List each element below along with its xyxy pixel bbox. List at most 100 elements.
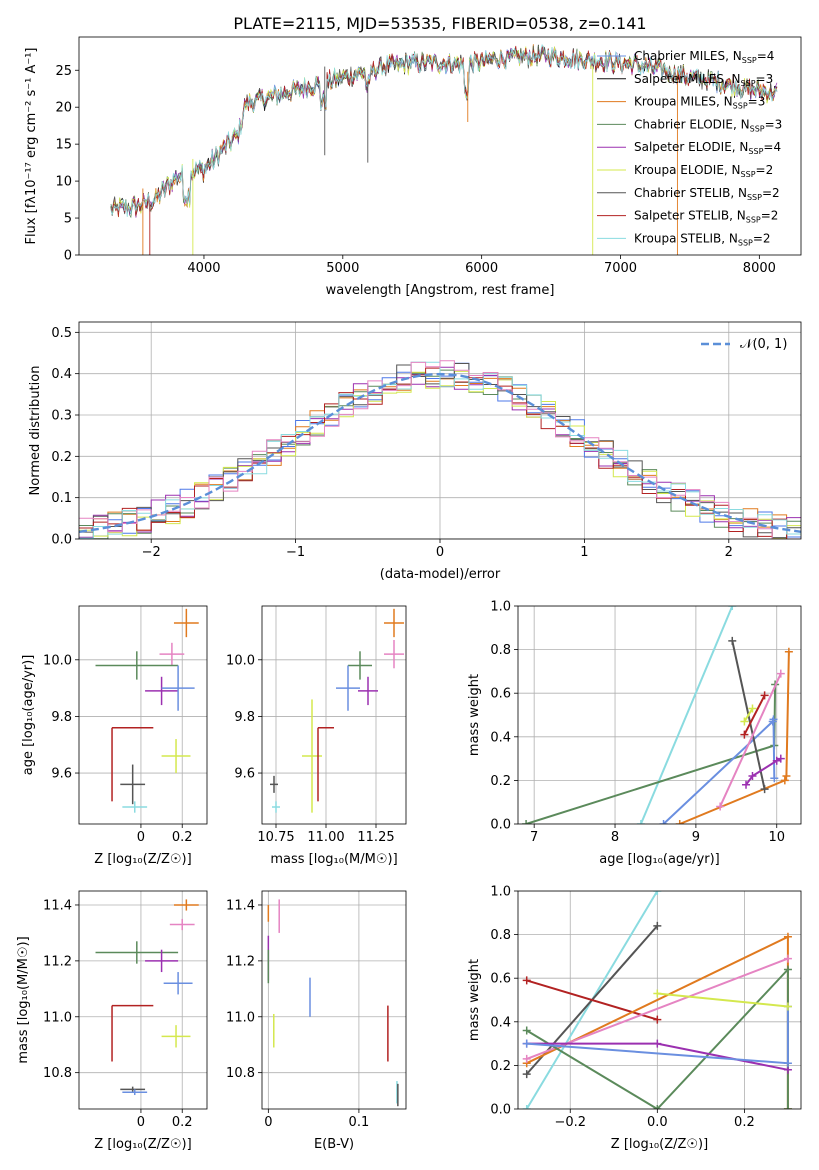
weight-marker [522, 976, 531, 985]
plot-area [110, 43, 778, 255]
weight-series [742, 754, 785, 789]
y-axis-label: age [log₁₀(age/yr)] [21, 655, 36, 776]
y-tick-label: 0.0 [490, 818, 511, 833]
weight-marker [772, 756, 781, 765]
x-tick-label: 10 [768, 830, 785, 845]
x-axis-label: Z [log₁₀(Z/Z☉)] [94, 852, 191, 867]
x-tick-label: 0.2 [172, 1115, 193, 1130]
y-tick-label: 9.8 [51, 710, 72, 725]
x-tick-label: 6000 [465, 261, 498, 276]
data-point [145, 949, 179, 973]
weight-marker [522, 1105, 531, 1109]
weight-series [522, 976, 662, 1024]
y-tick-label: 0.6 [490, 972, 511, 987]
weight-marker [783, 965, 792, 974]
weight-line [526, 957, 789, 1060]
data-point [122, 1089, 148, 1096]
weight-line [745, 757, 782, 786]
y-tick-label: 0.4 [490, 730, 511, 745]
x-tick-label: −1 [286, 545, 305, 560]
plot-area [518, 891, 801, 1109]
data-point [161, 1025, 191, 1048]
weight-line [679, 651, 790, 824]
y-tick-label: 0 [64, 249, 72, 264]
chart-mass-weight-vs-age: 7 8 9 10 0.0 0.2 0.4 0.6 0.8 1.0 age [log₁₀(age/yr… [467, 600, 802, 867]
plot-area [262, 891, 406, 1109]
y-tick-label: 0.0 [490, 1103, 511, 1118]
weight-marker [522, 1070, 531, 1079]
x-tick-label: 11.25 [357, 830, 394, 845]
x-tick-label: 4000 [187, 261, 220, 276]
spectrum-line [110, 45, 778, 216]
x-tick-label: 8000 [743, 261, 776, 276]
data-point [120, 764, 146, 805]
weight-marker [653, 1039, 662, 1048]
axes-frame [517, 605, 802, 825]
weight-series [653, 989, 792, 1011]
y-tick-label: 9.6 [234, 767, 255, 782]
weight-series [716, 669, 785, 811]
y-tick-label: 15 [55, 138, 72, 153]
y-axis-label: mass weight [467, 674, 482, 756]
weight-marker [740, 717, 749, 726]
y-tick-label: 11.2 [43, 954, 72, 969]
x-tick-label: 9 [692, 830, 700, 845]
legend-label: Kroupa STELIB, NSSP=2 [634, 231, 771, 247]
axes-frame [78, 321, 802, 540]
data-point [270, 775, 278, 793]
y-tick-label: 0.1 [51, 491, 72, 506]
y-tick-label: 0.4 [490, 1015, 511, 1030]
chart-residuals: −2 −1 0 1 2 0.0 0.1 0.2 0.3 0.4 0.5 (data-model)/er… [28, 321, 802, 582]
axes-frame [78, 36, 802, 256]
data-point [122, 801, 148, 813]
x-tick-label: −0.2 [554, 1115, 586, 1130]
data-point [145, 676, 179, 706]
weight-marker [769, 715, 778, 724]
axes-frame [517, 890, 802, 1110]
y-tick-label: 0.0 [51, 533, 72, 548]
y-tick-label: 0.8 [490, 643, 511, 658]
weight-line [639, 606, 734, 824]
weight-marker [653, 921, 662, 930]
weight-marker [782, 772, 791, 781]
chart-age-vs-mass: 10.75 11.00 11.25 9.6 9.8 10.0 mass [log₁₀(M/M… [226, 605, 407, 867]
histogram-step [79, 360, 801, 539]
legend-label: Chabrier STELIB, NSSP=2 [634, 186, 780, 202]
data-point [111, 726, 154, 802]
axes-frame [261, 605, 407, 825]
legend: Chabrier MILES, NSSP=4 Salpeter MILES, NS… [597, 49, 782, 247]
legend-label: Salpeter STELIB, NSSP=2 [634, 209, 778, 225]
legend-label: Chabrier ELODIE, NSSP=3 [634, 117, 782, 133]
data-point [120, 1086, 146, 1093]
y-tick-label: 10.0 [226, 653, 255, 668]
weight-line [526, 979, 658, 1021]
weight-line [657, 992, 788, 1008]
weight-marker [783, 954, 792, 963]
data-point [169, 918, 195, 931]
data-point [173, 899, 199, 911]
y-tick-label: 10 [55, 175, 72, 190]
legend-label: Kroupa MILES, NSSP=3 [634, 95, 765, 111]
y-axis-label: Flux [fλ10⁻¹⁷ erg cm⁻² s⁻¹ A⁻¹] [24, 48, 39, 245]
weight-marker [783, 1105, 792, 1109]
legend-label: Kroupa ELODIE, NSSP=2 [634, 163, 773, 179]
x-tick-label: 0.0 [647, 1115, 668, 1130]
x-axis-label: age [log₁₀(age/yr)] [599, 852, 720, 867]
data-point [317, 726, 334, 802]
x-axis-label: E(B-V) [314, 1137, 354, 1152]
plot-area [518, 606, 801, 824]
weight-marker [728, 636, 737, 645]
weight-marker [522, 1054, 531, 1063]
y-tick-label: 11.0 [226, 1010, 255, 1025]
x-tick-label: 8 [611, 830, 619, 845]
weight-marker [522, 820, 531, 824]
y-tick-label: 0.2 [51, 450, 72, 465]
weight-line [719, 673, 782, 808]
y-tick-label: 0.3 [51, 409, 72, 424]
weight-marker [742, 780, 751, 789]
weight-marker [740, 730, 749, 739]
spectrum-line [110, 43, 778, 217]
x-tick-label: 0 [137, 1115, 145, 1130]
weight-series [675, 647, 793, 824]
x-tick-label: 2 [725, 545, 733, 560]
